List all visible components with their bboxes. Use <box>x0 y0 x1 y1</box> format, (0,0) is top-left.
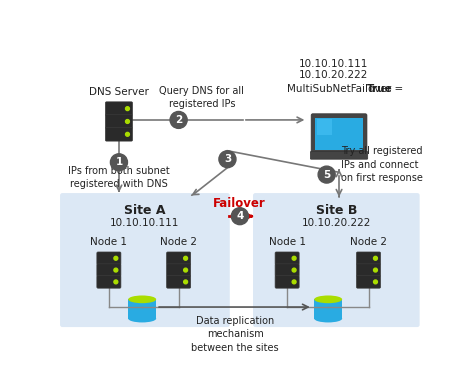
FancyBboxPatch shape <box>167 276 190 288</box>
Circle shape <box>292 256 296 260</box>
Text: Site A: Site A <box>124 204 166 217</box>
Text: 1: 1 <box>115 157 123 167</box>
Bar <box>316 119 332 135</box>
FancyBboxPatch shape <box>105 127 132 141</box>
Text: Try all registered
IPs and connect
on first response: Try all registered IPs and connect on fi… <box>341 146 423 183</box>
Ellipse shape <box>314 315 342 322</box>
FancyBboxPatch shape <box>97 264 121 276</box>
Text: 4: 4 <box>236 211 243 221</box>
FancyBboxPatch shape <box>357 264 380 276</box>
Text: MultiSubNetFailover =: MultiSubNetFailover = <box>287 84 407 94</box>
Circle shape <box>114 280 118 284</box>
Text: Node 2: Node 2 <box>350 237 387 247</box>
Circle shape <box>125 120 130 123</box>
Circle shape <box>125 107 130 110</box>
Circle shape <box>292 280 296 284</box>
Text: 10.10.10.111: 10.10.10.111 <box>299 59 368 69</box>
Circle shape <box>114 268 118 272</box>
FancyBboxPatch shape <box>97 276 121 288</box>
Ellipse shape <box>314 296 342 303</box>
Circle shape <box>183 256 188 260</box>
Circle shape <box>231 208 249 225</box>
FancyBboxPatch shape <box>97 252 121 265</box>
FancyBboxPatch shape <box>275 264 299 276</box>
Bar <box>315 118 363 150</box>
FancyBboxPatch shape <box>275 252 299 265</box>
Text: 3: 3 <box>224 154 231 164</box>
Text: Node 1: Node 1 <box>90 237 127 247</box>
Text: 10.10.20.222: 10.10.20.222 <box>299 70 368 80</box>
Bar <box>128 299 156 319</box>
FancyBboxPatch shape <box>311 114 367 154</box>
Text: Node 2: Node 2 <box>160 237 197 247</box>
Circle shape <box>183 268 188 272</box>
Text: Query DNS for all
registered IPs: Query DNS for all registered IPs <box>160 86 244 109</box>
FancyBboxPatch shape <box>357 276 380 288</box>
FancyBboxPatch shape <box>167 264 190 276</box>
Text: Data replication
mechanism
between the sites: Data replication mechanism between the s… <box>191 316 279 352</box>
Text: 10.10.20.222: 10.10.20.222 <box>302 218 371 228</box>
Circle shape <box>373 280 377 284</box>
Text: True: True <box>367 84 393 94</box>
Circle shape <box>125 132 130 136</box>
Circle shape <box>292 268 296 272</box>
Text: IPs from both subnet
registered with DNS: IPs from both subnet registered with DNS <box>68 166 170 189</box>
Text: Node 1: Node 1 <box>269 237 306 247</box>
Text: Site B: Site B <box>315 204 357 217</box>
FancyBboxPatch shape <box>167 252 190 265</box>
FancyBboxPatch shape <box>357 252 380 265</box>
FancyBboxPatch shape <box>275 276 299 288</box>
Circle shape <box>114 256 118 260</box>
Circle shape <box>183 280 188 284</box>
Circle shape <box>110 154 127 171</box>
FancyBboxPatch shape <box>105 102 132 115</box>
FancyBboxPatch shape <box>310 152 368 159</box>
Circle shape <box>170 112 187 129</box>
Bar <box>314 299 342 319</box>
Circle shape <box>219 151 236 168</box>
Circle shape <box>373 268 377 272</box>
Text: DNS Server: DNS Server <box>89 87 149 97</box>
Text: 5: 5 <box>323 170 330 179</box>
Circle shape <box>373 256 377 260</box>
Ellipse shape <box>128 296 156 303</box>
Ellipse shape <box>128 315 156 322</box>
Text: 10.10.10.111: 10.10.10.111 <box>110 218 180 228</box>
Circle shape <box>318 166 335 183</box>
Text: Failover: Failover <box>212 197 265 210</box>
FancyBboxPatch shape <box>105 115 132 128</box>
FancyBboxPatch shape <box>253 193 420 327</box>
FancyBboxPatch shape <box>60 193 230 327</box>
Text: 2: 2 <box>175 115 182 125</box>
